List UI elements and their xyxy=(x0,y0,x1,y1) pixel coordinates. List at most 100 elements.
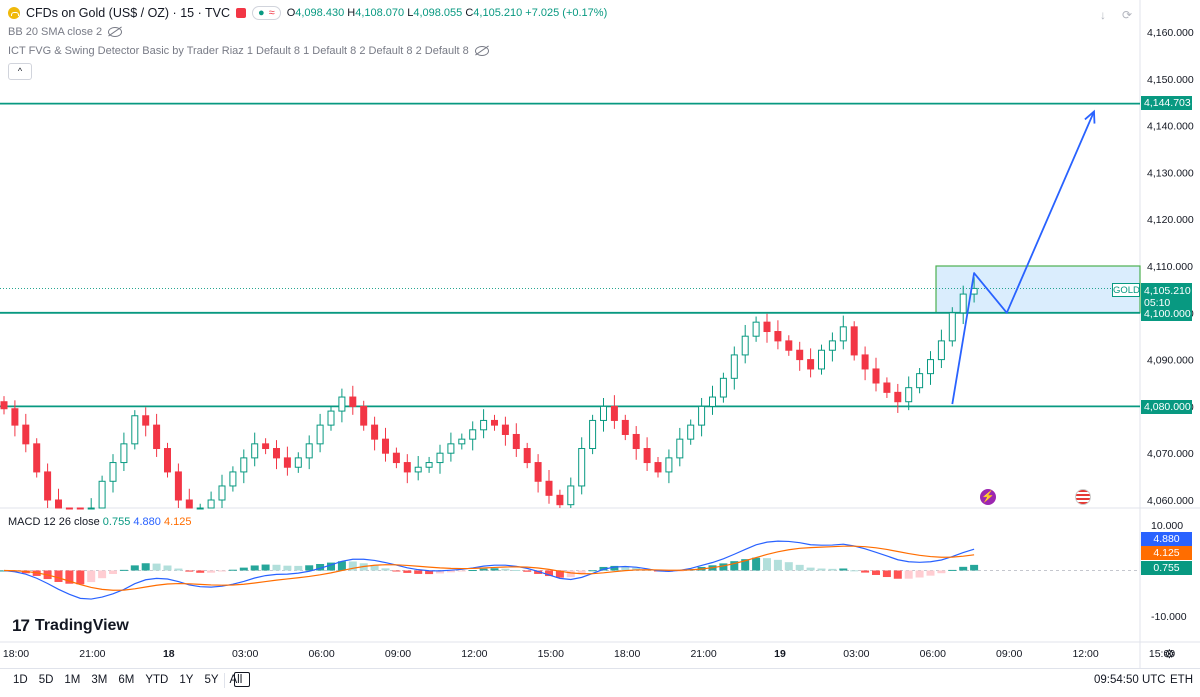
candle-body xyxy=(512,433,520,450)
candle-body xyxy=(709,396,716,407)
candle-body xyxy=(327,410,335,426)
macd-hist-bar xyxy=(839,568,848,571)
price-tick-label: 4,140.000 xyxy=(1147,121,1194,133)
symbol-price-tag: GOLD xyxy=(1112,283,1140,297)
top-right-tools: ↓ ⟳ xyxy=(1100,8,1132,22)
macd-hist-bar xyxy=(926,570,935,576)
candle-body xyxy=(567,485,575,506)
candle-body xyxy=(796,349,804,361)
macd-hist-bar xyxy=(588,570,597,572)
candle-body xyxy=(687,424,695,440)
candle-body xyxy=(480,419,488,431)
timeframe-6m[interactable]: 6M xyxy=(118,674,135,686)
macd-hist-bar xyxy=(283,565,292,571)
candle-body xyxy=(0,401,8,410)
candle-body xyxy=(425,462,433,468)
macd-hist-bar xyxy=(305,565,314,571)
candle-body xyxy=(98,480,106,509)
calendar-icon[interactable] xyxy=(234,672,250,687)
time-tick-label: 03:00 xyxy=(843,648,869,660)
macd-hist-bar xyxy=(817,568,826,571)
macd-hist-bar xyxy=(218,570,226,572)
candle-body xyxy=(305,443,313,459)
macd-hist-bar xyxy=(752,557,761,571)
download-icon[interactable]: ↓ xyxy=(1100,8,1106,22)
macd-hist-bar xyxy=(174,568,183,571)
timeframe-buttons: 1D 5D 1M 3M 6M YTD 1Y 5Y All xyxy=(13,674,242,686)
candle-body xyxy=(883,382,891,393)
macd-signal-line xyxy=(3,545,975,591)
time-tick-label: 18:00 xyxy=(3,648,29,660)
indicator-bb[interactable]: BB 20 SMA close 2 xyxy=(8,26,123,38)
timeframe-1m[interactable]: 1M xyxy=(64,674,81,686)
candle-body xyxy=(120,443,128,464)
collapse-indicators-button[interactable]: ^ xyxy=(8,63,32,80)
macd-hist-bar xyxy=(316,563,325,571)
timeframe-3m[interactable]: 3M xyxy=(91,674,108,686)
macd-hist-bar xyxy=(261,564,270,571)
macd-hist-bar xyxy=(228,569,237,571)
macd-hist-value: 0.755 xyxy=(102,516,131,528)
candle-body xyxy=(458,438,466,445)
status-pill[interactable]: ● ≈ xyxy=(251,6,281,20)
market-closed-icon xyxy=(235,8,246,18)
macd-signal-tag: 4.125 xyxy=(1141,546,1192,560)
macd-line xyxy=(3,540,975,600)
candle-body xyxy=(556,494,564,506)
time-tick-label: 03:00 xyxy=(232,648,258,660)
macd-hist-bar xyxy=(109,570,117,575)
price-tick-label: 4,110.000 xyxy=(1147,261,1193,273)
candle-body xyxy=(403,462,411,473)
gear-icon[interactable]: ⚙ xyxy=(1164,647,1175,661)
candle-body xyxy=(185,499,193,509)
macd-hist-bar xyxy=(76,570,85,585)
timeframe-5y[interactable]: 5Y xyxy=(204,674,219,686)
indicator-ict[interactable]: ICT FVG & Swing Detector Basic by Trader… xyxy=(8,45,489,57)
tradingview-logo[interactable]: 17 TradingView xyxy=(12,616,129,636)
timeframe-1d[interactable]: 1D xyxy=(13,674,28,686)
projection-arrow xyxy=(951,109,1096,405)
macd-hist-bar xyxy=(861,570,870,573)
macd-hist-bar xyxy=(523,570,532,572)
indicator-ict-label: ICT FVG & Swing Detector Basic by Trader… xyxy=(8,45,469,57)
time-tick-label: 06:00 xyxy=(920,648,946,660)
lightning-event-icon[interactable]: ⚡ xyxy=(980,489,996,505)
macd-hist-bar xyxy=(479,568,488,571)
candle-body xyxy=(262,443,270,450)
macd-hist-bar xyxy=(545,570,553,577)
macd-title: MACD 12 26 close xyxy=(8,516,100,528)
macd-hist-bar xyxy=(610,565,619,571)
bar-countdown: 05:10 xyxy=(1144,297,1171,309)
candle-body xyxy=(937,340,945,361)
candle-body xyxy=(861,354,869,370)
open-value: 4,098.430 xyxy=(295,7,345,19)
us-flag-event-icon[interactable] xyxy=(1075,489,1091,505)
candle-body xyxy=(730,354,738,379)
candle-body xyxy=(316,424,324,445)
hide-eye-icon[interactable] xyxy=(108,27,123,37)
timeframe-5d[interactable]: 5D xyxy=(38,674,54,686)
candle-body xyxy=(741,335,749,356)
macd-hist-bar xyxy=(904,570,913,579)
resistance-zone-box xyxy=(935,265,1141,314)
timeframe-all[interactable]: All xyxy=(229,674,243,686)
candle-body xyxy=(610,405,618,421)
macd-hist-bar xyxy=(403,570,412,573)
time-tick-label: 18 xyxy=(163,648,175,660)
refresh-icon[interactable]: ⟳ xyxy=(1122,8,1133,22)
candle-body xyxy=(654,462,662,473)
time-tick-label: 12:00 xyxy=(1072,648,1098,660)
hide-eye-icon[interactable] xyxy=(474,46,489,56)
candle-body xyxy=(360,405,368,426)
price-tick-label: 4,090.000 xyxy=(1147,355,1194,367)
macd-hist-bar xyxy=(512,570,521,572)
timeframe-1y[interactable]: 1Y xyxy=(179,674,194,686)
macd-signal-value: 4.125 xyxy=(163,516,192,528)
utc-clock[interactable]: 09:54:50 UTC xyxy=(1094,674,1166,686)
symbol-title[interactable]: CFDs on Gold (US$ / OZ) · 15 · TVC xyxy=(26,6,230,20)
timeframe-ytd[interactable]: YTD xyxy=(145,674,169,686)
session-toggle[interactable]: ETH xyxy=(1170,674,1193,686)
macd-hist-bar xyxy=(763,558,771,571)
macd-header[interactable]: MACD 12 26 close 0.755 4.880 4.125 xyxy=(8,516,192,528)
